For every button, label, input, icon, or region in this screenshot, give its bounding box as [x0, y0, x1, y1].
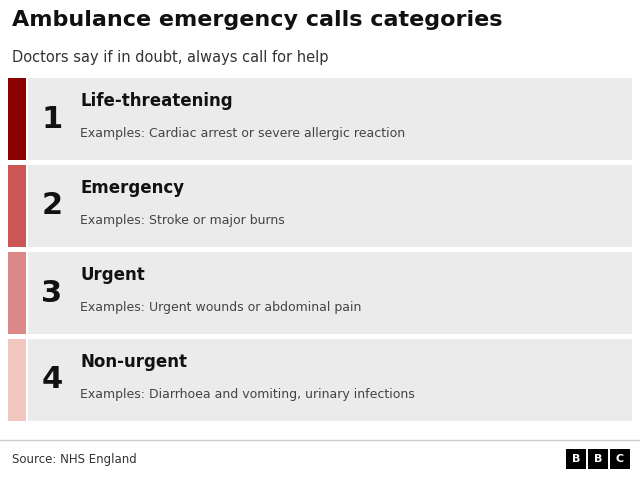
Text: 1: 1 [42, 105, 63, 133]
Bar [28, 339, 632, 421]
Bar [28, 165, 632, 247]
Text: Life-threatening: Life-threatening [80, 92, 232, 110]
Text: B: B [572, 454, 580, 464]
Text: Examples: Cardiac arrest or severe allergic reaction: Examples: Cardiac arrest or severe aller… [80, 127, 405, 140]
Text: Emergency: Emergency [80, 179, 184, 197]
Text: Examples: Diarrhoea and vomiting, urinary infections: Examples: Diarrhoea and vomiting, urinar… [80, 388, 415, 401]
Bar [28, 252, 632, 334]
Text: Source: NHS England: Source: NHS England [12, 454, 137, 467]
Bar [566, 449, 586, 469]
Text: Non-urgent: Non-urgent [80, 353, 187, 371]
Text: 4: 4 [42, 365, 63, 395]
Bar [28, 78, 632, 160]
Bar [8, 252, 26, 334]
Bar [610, 449, 630, 469]
Text: Urgent: Urgent [80, 266, 145, 284]
Text: Examples: Urgent wounds or abdominal pain: Examples: Urgent wounds or abdominal pai… [80, 301, 362, 314]
Text: 2: 2 [42, 192, 63, 220]
Text: C: C [616, 454, 624, 464]
Text: Ambulance emergency calls categories: Ambulance emergency calls categories [12, 10, 502, 30]
Text: B: B [594, 454, 602, 464]
Text: Doctors say if in doubt, always call for help: Doctors say if in doubt, always call for… [12, 50, 328, 65]
Text: Examples: Stroke or major burns: Examples: Stroke or major burns [80, 214, 285, 227]
Bar [8, 165, 26, 247]
Bar [8, 78, 26, 160]
Text: 3: 3 [42, 278, 63, 308]
Bar [588, 449, 608, 469]
Bar [8, 339, 26, 421]
